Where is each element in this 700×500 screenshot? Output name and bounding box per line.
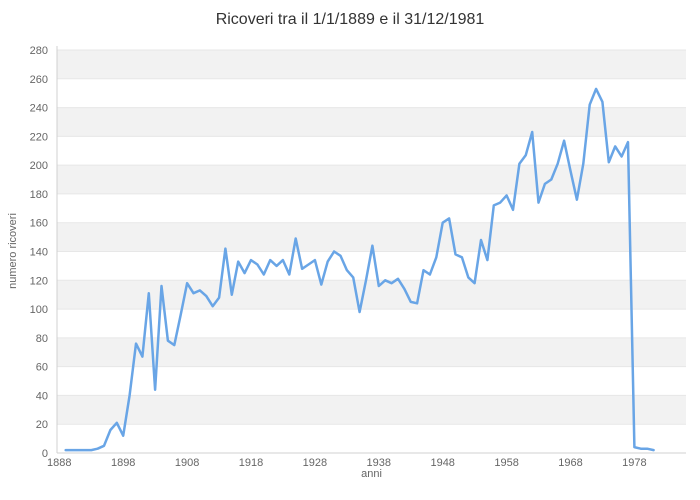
- plot-band: [57, 165, 686, 194]
- y-tick-label: 220: [30, 131, 48, 143]
- x-axis-title: anni: [361, 468, 382, 480]
- x-tick-label: 1898: [111, 457, 135, 469]
- plot-band: [57, 107, 686, 137]
- x-tick-label: 1978: [622, 457, 646, 469]
- y-tick-label: 160: [30, 218, 48, 230]
- y-tick-label: 100: [30, 304, 48, 316]
- x-tick-label: 1948: [430, 457, 454, 469]
- y-tick-label: 0: [42, 448, 48, 460]
- plot-band: [57, 337, 686, 367]
- y-tick-label: 40: [36, 390, 48, 402]
- y-tick-label: 180: [30, 189, 48, 201]
- series-line: [64, 87, 655, 452]
- y-tick-label: 240: [30, 103, 48, 115]
- y-tick-label: 260: [30, 74, 48, 86]
- x-tick-label: 1958: [494, 457, 518, 469]
- y-axis-title: numero ricoveri: [7, 213, 19, 289]
- x-tick-label: 1968: [558, 457, 582, 469]
- y-tick-label: 20: [36, 419, 48, 431]
- plot-band: [57, 395, 686, 425]
- x-tick-label: 1908: [175, 457, 199, 469]
- x-tick-label: 1888: [47, 457, 71, 469]
- y-tick-label: 140: [30, 247, 48, 259]
- x-tick-label: 1938: [367, 457, 391, 469]
- y-tick-label: 200: [30, 160, 48, 172]
- x-tick-label: 1928: [303, 457, 327, 469]
- y-tick-label: 60: [36, 362, 48, 374]
- y-tick-label: 120: [30, 275, 48, 287]
- plot-band: [57, 280, 686, 310]
- y-tick-label: 80: [36, 333, 48, 345]
- x-tick-label: 1918: [239, 457, 263, 469]
- plot-band: [57, 50, 686, 79]
- chart-title: Ricoveri tra il 1/1/1889 e il 31/12/1981: [215, 11, 485, 28]
- y-tick-label: 280: [30, 45, 48, 57]
